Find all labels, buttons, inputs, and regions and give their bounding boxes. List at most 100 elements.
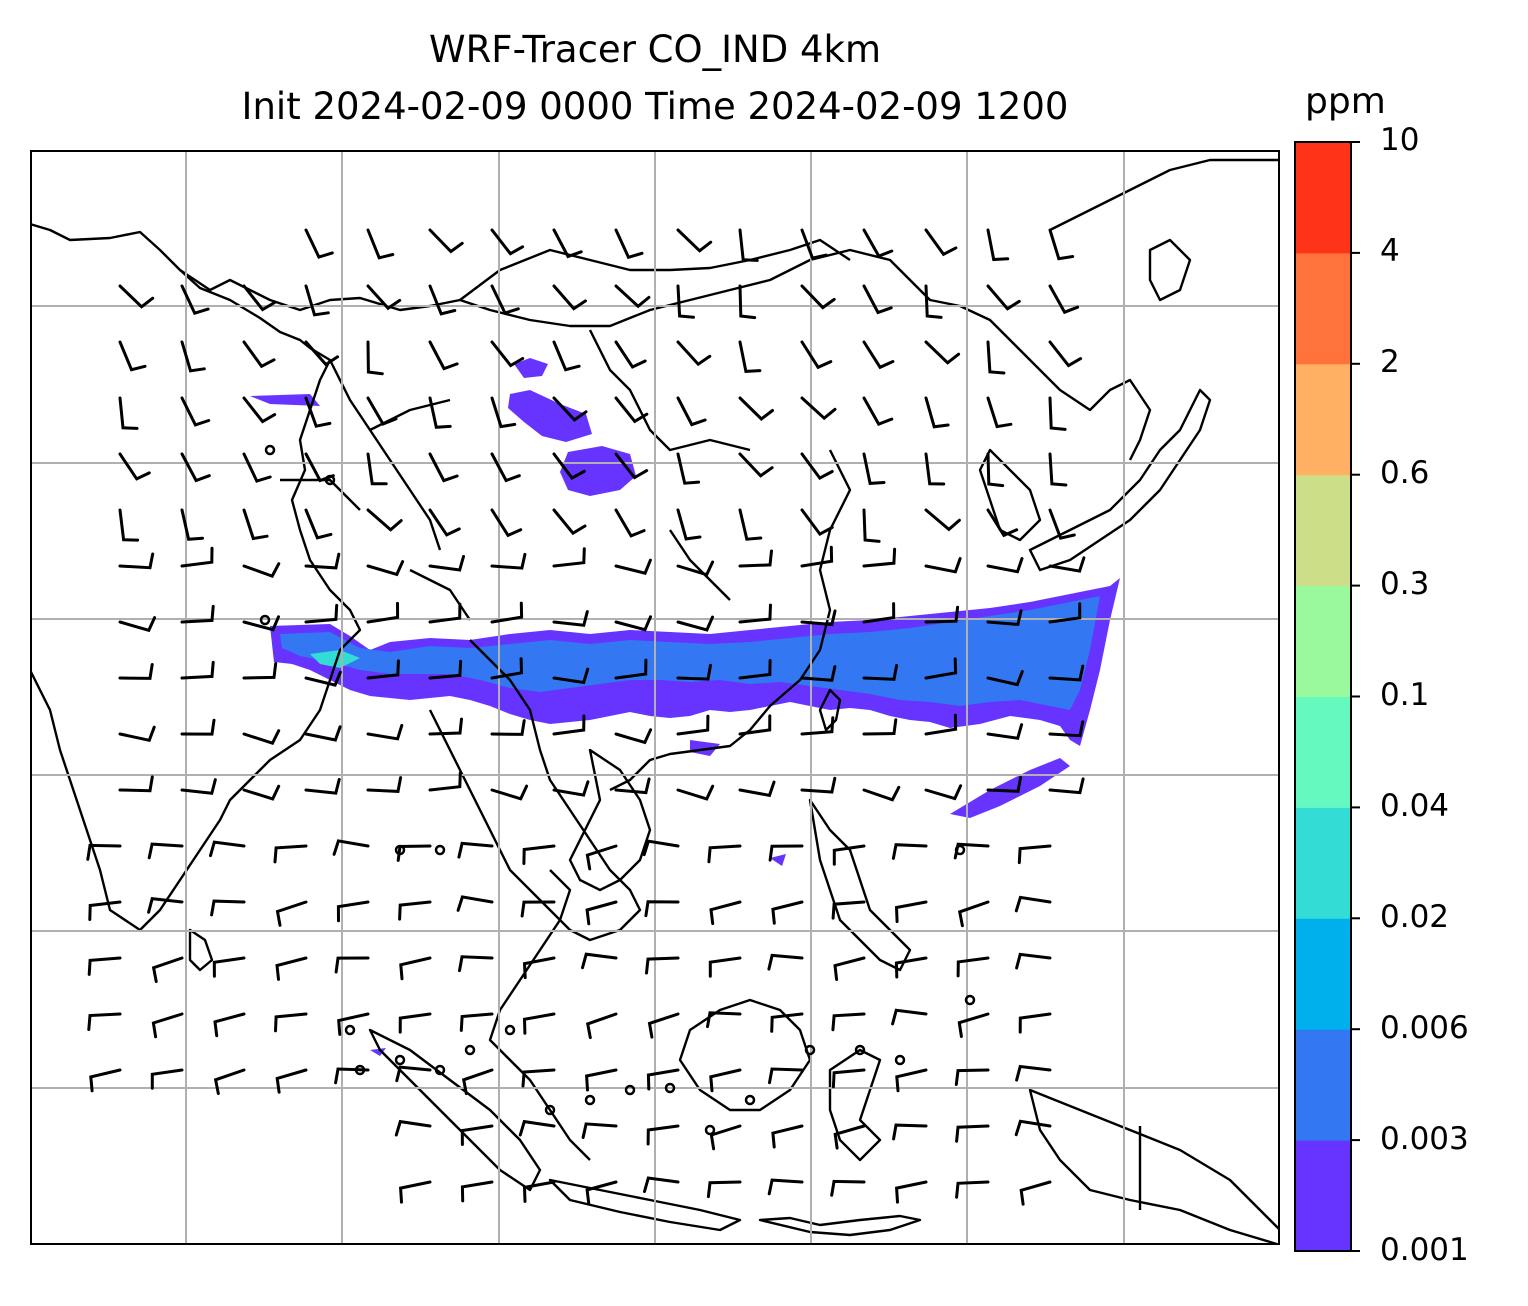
wind-barb (676, 663, 712, 681)
wind-barb (395, 1065, 432, 1083)
calm-wind-marker (344, 1024, 356, 1036)
wind-barb (522, 844, 556, 865)
wind-barb (428, 555, 465, 572)
wind-barb (304, 670, 342, 687)
colorbar-tick-label: 0.04 (1380, 788, 1450, 824)
wind-barb (490, 552, 527, 570)
wind-barb (490, 340, 525, 368)
wind-barb (862, 284, 893, 315)
borneo (678, 998, 812, 1112)
wind-barb (180, 546, 214, 568)
wind-barb (1017, 844, 1052, 865)
wind-barb (332, 839, 370, 856)
map-panel (30, 150, 1280, 1245)
wind-barb (212, 956, 246, 978)
wind-barb (676, 508, 702, 541)
wind-barb (366, 508, 403, 532)
wind-barb (738, 284, 757, 320)
wind-barb (150, 1068, 184, 1090)
wind-barb (118, 284, 155, 309)
small-plume-patch-2 (250, 394, 320, 406)
calm-wind-marker (434, 844, 446, 856)
wind-barb (924, 452, 946, 486)
calm-wind-marker (704, 1124, 716, 1136)
wind-barb (1018, 1012, 1052, 1034)
wind-barb (642, 839, 680, 857)
wind-barb (986, 452, 1005, 488)
wind-barb (862, 664, 899, 681)
wind-barb (118, 508, 140, 542)
south-plume-patch (690, 740, 720, 756)
wind-barb (738, 228, 759, 262)
wind-barb (954, 1068, 990, 1086)
calm-wind-marker (584, 1094, 596, 1106)
wind-barb (738, 340, 762, 373)
wind-barb (1014, 895, 1052, 913)
wind-barb (955, 1124, 990, 1143)
calm-wind-marker (854, 1044, 866, 1056)
wind-barb (552, 284, 587, 311)
wind-barb (986, 776, 1023, 793)
wind-barb (461, 1068, 494, 1096)
colorbar-swatch (1295, 807, 1351, 919)
new-guinea (1028, 1088, 1280, 1245)
wind-barb (800, 284, 836, 310)
calm-wind-marker (504, 1024, 516, 1036)
wind-barb (614, 228, 644, 260)
wind-barb (738, 549, 773, 568)
wind-barb (924, 557, 962, 574)
wind-barb (552, 508, 587, 536)
colorbar-swatch (1295, 252, 1351, 365)
wind-barb (242, 729, 281, 746)
wind-barb (676, 396, 707, 427)
wind-barb (1048, 396, 1067, 431)
wind-barb (800, 716, 835, 736)
wind-barb (768, 844, 804, 862)
wind-barb (552, 340, 581, 372)
colorbar-unit-label: ppm (1305, 81, 1386, 122)
inner-borders (280, 329, 751, 621)
wind-barb (1015, 952, 1052, 970)
wind-barb (895, 1068, 928, 1093)
wind-barb (986, 508, 1019, 538)
wind-barb (490, 228, 525, 256)
wind-barb (366, 228, 395, 260)
colorbar-swatches (1295, 142, 1351, 1252)
wind-barb (304, 340, 340, 367)
wind-barb (706, 1011, 742, 1029)
indochina (428, 639, 642, 942)
wind-barb (552, 228, 583, 259)
wind-barb (1048, 340, 1083, 368)
wind-barb (242, 284, 277, 312)
wind-barb (614, 508, 646, 538)
wind-barb (894, 900, 928, 923)
wind-barb (366, 396, 398, 426)
wind-barb (490, 452, 521, 483)
wind-barb (986, 228, 1010, 262)
colorbar-tick-label: 4 (1380, 233, 1400, 269)
wind-barb (147, 842, 184, 860)
japan-north (1148, 238, 1192, 302)
wind-barb (833, 1124, 866, 1150)
wind-barb (800, 452, 834, 481)
wind-barb (643, 1176, 680, 1193)
wind-barb (366, 723, 404, 741)
wind-barb (275, 900, 308, 927)
wind-barb (1048, 508, 1076, 540)
wind-barb (490, 396, 517, 429)
wind-barb (862, 508, 881, 543)
wind-barb (585, 1180, 618, 1206)
wind-barb (87, 1012, 122, 1031)
wind-barb (676, 284, 695, 319)
wind-barb (1048, 664, 1085, 682)
wind-barb (957, 1012, 990, 1038)
colorbar-tick-label: 0.003 (1380, 1121, 1469, 1157)
wind-barb (398, 1012, 432, 1034)
wind-barb (770, 1012, 804, 1033)
calm-wind-marker (264, 444, 276, 456)
wind-barb (118, 552, 155, 570)
calm-wind-marker (259, 614, 271, 626)
wind-barb (522, 956, 556, 980)
wind-barb (1048, 602, 1082, 624)
wind-barb (800, 396, 837, 421)
